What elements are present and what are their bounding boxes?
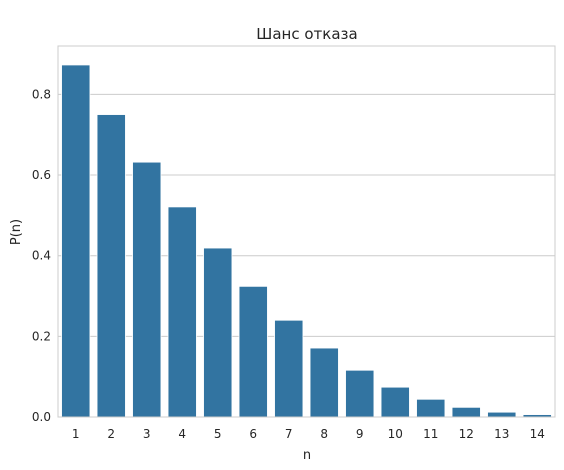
x-tick-label: 10: [388, 427, 403, 441]
bar: [487, 411, 517, 418]
x-tick-label: 8: [320, 427, 328, 441]
bars: [61, 64, 552, 418]
bar: [203, 247, 233, 418]
x-tick-label: 6: [249, 427, 257, 441]
x-axis-label: n: [303, 448, 311, 463]
x-tick-label: 1: [72, 427, 80, 441]
bar: [416, 398, 446, 418]
bar: [96, 114, 126, 418]
y-axis-label: P(n): [9, 219, 24, 245]
bar: [132, 161, 162, 418]
bar: [451, 406, 481, 418]
x-tick-label: 7: [285, 427, 293, 441]
y-tick-labels: 0.0 0.2 0.4 0.6 0.8: [32, 87, 51, 424]
y-tick-label: 0.8: [32, 87, 51, 101]
bar: [167, 206, 197, 418]
bar: [274, 319, 304, 418]
chart-title: Шанс отказа: [256, 25, 357, 43]
bar: [345, 369, 375, 418]
bar: [61, 64, 91, 418]
x-tick-labels: 1 2 3 4 5 6 7 8 9 10 11 12 13 14: [72, 427, 545, 441]
bar: [380, 386, 410, 418]
x-tick-label: 14: [530, 427, 545, 441]
x-tick-label: 3: [143, 427, 151, 441]
x-tick-label: 12: [459, 427, 474, 441]
x-tick-label: 11: [423, 427, 438, 441]
y-tick-label: 0.2: [32, 329, 51, 343]
x-tick-label: 4: [178, 427, 186, 441]
bar: [309, 347, 339, 418]
x-tick-label: 5: [214, 427, 222, 441]
bar: [238, 285, 268, 418]
x-tick-label: 13: [494, 427, 509, 441]
x-tick-label: 9: [356, 427, 364, 441]
x-tick-label: 2: [107, 427, 115, 441]
y-tick-label: 0.0: [32, 410, 51, 424]
plot-area-frame: [57, 45, 556, 418]
y-tick-label: 0.6: [32, 168, 51, 182]
y-tick-label: 0.4: [32, 249, 51, 263]
